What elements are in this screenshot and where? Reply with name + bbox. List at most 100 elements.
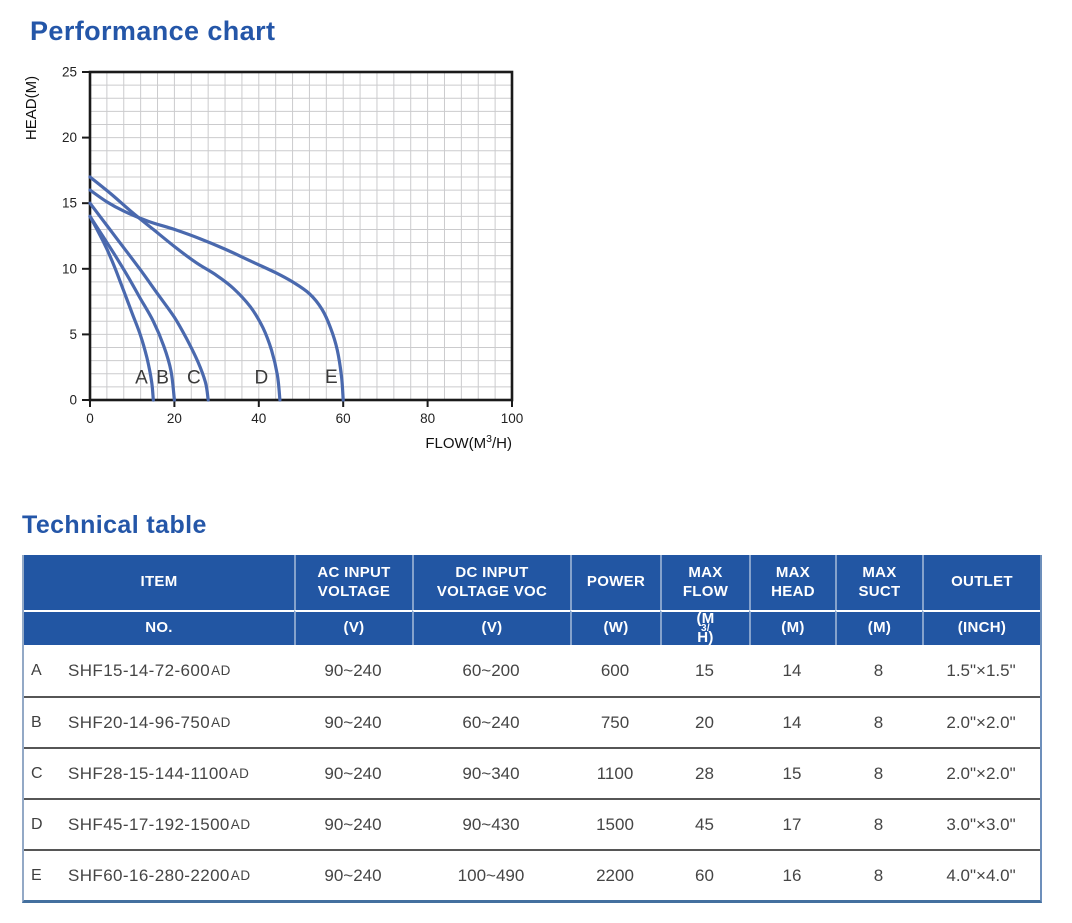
curve-label-D: D: [254, 368, 268, 389]
curve-A: [88, 214, 155, 402]
curve-D: [88, 175, 282, 402]
y-axis-label: HEAD(M): [23, 76, 40, 140]
row-E-dc: 100~490: [412, 849, 570, 900]
row-B-max_head: 14: [749, 696, 835, 747]
row-A-max_suct: 8: [835, 645, 922, 696]
row-A-dc: 60~200: [412, 645, 570, 696]
curve-label-E: E: [325, 367, 338, 388]
svg-text:80: 80: [420, 411, 435, 426]
performance-chart-svg: 0 20 40 60 80 100 0 5 10 15 20 25 A B C D E HEAD(M) FLOW(M…: [23, 65, 523, 453]
model-suffix: AD: [229, 766, 250, 781]
header-outlet: OUTLET: [922, 555, 1040, 610]
axis-tick-labels: 0 20 40 60 80 100 0 5 10 15 20 25: [62, 65, 523, 427]
model-suffix: AD: [230, 817, 251, 832]
row-B-dc: 60~240: [412, 696, 570, 747]
header-unit-max_flow: (M 3/H): [660, 610, 749, 646]
curve-label-B: B: [156, 368, 169, 389]
row-letter-B: B: [24, 696, 57, 747]
row-D-max_suct: 8: [835, 798, 922, 849]
svg-text:0: 0: [86, 411, 94, 426]
technical-table-grid: ITEM AC INPUT VOLTAGE DC INPUT VOLTAGE VOC PO…: [24, 555, 1040, 900]
row-E-max_suct: 8: [835, 849, 922, 900]
header-dc: DC INPUT VOLTAGE VOC: [412, 555, 570, 610]
svg-text:10: 10: [62, 261, 77, 276]
row-letter-E: E: [24, 849, 57, 900]
row-A-outlet: 1.5"×1.5": [922, 645, 1040, 696]
row-C-max_flow: 28: [660, 747, 749, 798]
row-B-power: 750: [570, 696, 660, 747]
row-C-dc: 90~340: [412, 747, 570, 798]
row-model-C: SHF28-15-144-1100 AD: [57, 747, 294, 798]
row-B-max_suct: 8: [835, 696, 922, 747]
row-model-D: SHF45-17-192-1500 AD: [57, 798, 294, 849]
svg-text:0: 0: [69, 393, 77, 408]
row-D-max_head: 17: [749, 798, 835, 849]
svg-text:100: 100: [501, 411, 524, 426]
header-unit-ac: (V): [294, 610, 412, 645]
model-suffix: AD: [211, 663, 232, 678]
curve-C: [88, 201, 210, 402]
row-B-ac: 90~240: [294, 696, 412, 747]
pump-curves: [88, 175, 345, 402]
header-unit-max_suct: (M): [835, 610, 922, 645]
performance-chart-title: Performance chart: [30, 16, 276, 46]
svg-text:60: 60: [336, 411, 351, 426]
svg-text:20: 20: [167, 411, 182, 426]
row-D-power: 1500: [570, 798, 660, 849]
row-letter-A: A: [24, 645, 57, 696]
curve-E: [88, 188, 345, 402]
row-model-A: SHF15-14-72-600 AD: [57, 645, 294, 696]
performance-chart: 0 20 40 60 80 100 0 5 10 15 20 25 A B C D E HEAD(M) FLOW(M…: [20, 58, 555, 470]
row-C-max_suct: 8: [835, 747, 922, 798]
curve-label-C: C: [187, 368, 201, 389]
chart-frame: [88, 70, 514, 402]
row-D-max_flow: 45: [660, 798, 749, 849]
row-E-max_head: 16: [749, 849, 835, 900]
row-letter-D: D: [24, 798, 57, 849]
header-item: ITEM: [24, 555, 294, 610]
header-max_flow: MAX FLOW: [660, 555, 749, 610]
row-D-dc: 90~430: [412, 798, 570, 849]
row-C-max_head: 15: [749, 747, 835, 798]
svg-text:15: 15: [62, 196, 77, 211]
row-letter-C: C: [24, 747, 57, 798]
header-unit-max_head: (M): [749, 610, 835, 645]
x-axis-label: FLOW(M3/H): [425, 433, 512, 452]
technical-table-title: Technical table: [22, 511, 207, 539]
row-E-power: 2200: [570, 849, 660, 900]
svg-text:25: 25: [62, 65, 77, 80]
row-B-max_flow: 20: [660, 696, 749, 747]
technical-table: ITEM AC INPUT VOLTAGE DC INPUT VOLTAGE VOC PO…: [22, 555, 1042, 903]
curve-B: [88, 214, 176, 402]
row-D-ac: 90~240: [294, 798, 412, 849]
header-max_head: MAX HEAD: [749, 555, 835, 610]
row-E-outlet: 4.0"×4.0": [922, 849, 1040, 900]
axis-ticks: [82, 71, 513, 407]
row-model-B: SHF20-14-96-750 AD: [57, 696, 294, 747]
row-model-E: SHF60-16-280-2200 AD: [57, 849, 294, 900]
model-suffix: AD: [211, 715, 232, 730]
svg-text:40: 40: [251, 411, 266, 426]
curve-label-A: A: [135, 368, 148, 389]
header-item-no: NO.: [24, 610, 294, 645]
row-C-ac: 90~240: [294, 747, 412, 798]
row-A-ac: 90~240: [294, 645, 412, 696]
row-E-ac: 90~240: [294, 849, 412, 900]
model-suffix: AD: [230, 868, 251, 883]
header-power: POWER: [570, 555, 660, 610]
svg-text:20: 20: [62, 130, 77, 145]
row-B-outlet: 2.0"×2.0": [922, 696, 1040, 747]
header-unit-dc: (V): [412, 610, 570, 645]
chart-grid: [90, 72, 512, 400]
header-max_suct: MAX SUCT: [835, 555, 922, 610]
row-C-outlet: 2.0"×2.0": [922, 747, 1040, 798]
header-unit-power: (W): [570, 610, 660, 645]
header-unit-outlet: (INCH): [922, 610, 1040, 645]
row-A-max_head: 14: [749, 645, 835, 696]
row-A-max_flow: 15: [660, 645, 749, 696]
row-C-power: 1100: [570, 747, 660, 798]
header-ac: AC INPUT VOLTAGE: [294, 555, 412, 610]
svg-text:5: 5: [69, 327, 77, 342]
